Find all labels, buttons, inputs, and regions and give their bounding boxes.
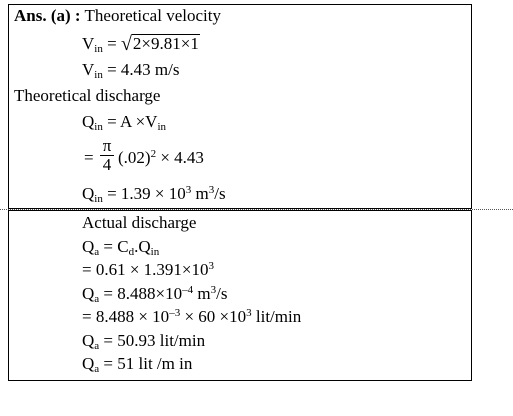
qa-unit-tail: /s (216, 284, 228, 303)
qa-conversion-exponent-2: 3 (246, 307, 252, 319)
qin-symbol: Q (82, 184, 95, 203)
qa-subscript: a (94, 246, 100, 258)
qa-final-value: = 51 lit /m in (103, 354, 193, 373)
answer-heading-text: Theoretical velocity (84, 6, 221, 25)
qa-equation: = C (103, 237, 129, 256)
qa-subscript: a (94, 340, 100, 352)
qa-conversion-exponent: –3 (169, 307, 181, 319)
qa-substitution-line: = 0.61 × 1.391×103 (82, 260, 214, 280)
vin-result-value: = 4.43 m/s (107, 60, 180, 79)
qa-exponent: –4 (182, 284, 194, 296)
pi-expression: (.02)2 × 4.43 (118, 148, 204, 168)
equals-sign: = (107, 34, 117, 53)
pi-equals: = (84, 148, 94, 167)
qin-subscript: in (150, 246, 160, 258)
qa-symbol: Q (82, 237, 95, 256)
qa-conversion-line: = 8.488 × 10–3 × 60 ×103 lit/min (82, 307, 301, 327)
qa-result-line: Qa = 8.488×10–4 m3/s (82, 284, 228, 305)
pi-numerator: π (102, 136, 112, 155)
qa-conversion-unit: lit/min (255, 307, 302, 326)
sqrt-radicand: 2×9.81×1 (131, 34, 200, 53)
answer-label: Ans. (a) : (14, 6, 81, 25)
vin-symbol: V (82, 60, 95, 79)
sqrt-expression: √2×9.81×1 (120, 33, 200, 55)
divider-line (0, 209, 513, 210)
qa-unit-exponent: 3 (210, 284, 217, 296)
qa-conversion: = 8.488 × 10 (82, 307, 170, 326)
qin-formula-line: Qin = A ×Vin (82, 112, 167, 133)
qa-equation-tail: .Q (134, 237, 151, 256)
actual-discharge-heading: Actual discharge (82, 213, 197, 232)
qa-substitution: = 0.61 × 1.391×10 (82, 260, 209, 279)
qa-symbol: Q (82, 354, 95, 373)
qin-exponent: 3 (185, 184, 192, 196)
pi-base: (.02) (118, 148, 151, 167)
qin-equation: = A ×V (107, 112, 158, 131)
vin-subscript: in (94, 69, 103, 81)
qa-lit-line: Qa = 50.93 lit/min (82, 331, 206, 352)
qin-unit-exponent: 3 (208, 184, 215, 196)
cd-subscript: d (128, 246, 135, 258)
qa-substitution-exponent: 3 (208, 260, 215, 272)
vin-formula-line: Vin = √2×9.81×1 (82, 33, 200, 55)
qa-subscript: a (94, 363, 100, 375)
vin-result-line: Vin = 4.43 m/s (82, 60, 180, 81)
answer-box (8, 4, 472, 209)
qin-unit: m (195, 184, 209, 203)
qa-symbol: Q (82, 284, 95, 303)
pi-tail: × 4.43 (160, 148, 204, 167)
vin-subscript: in (94, 43, 103, 55)
qin-value: = 1.39 × 10 (107, 184, 186, 203)
qin-symbol: Q (82, 112, 95, 131)
qa-conversion-mid: × 60 ×10 (184, 307, 247, 326)
qin-subscript: in (94, 193, 103, 205)
vin-subscript: in (157, 121, 167, 133)
qa-final-line: Qa = 51 lit /m in (82, 354, 193, 375)
qa-symbol: Q (82, 331, 95, 350)
pi-denominator: 4 (102, 155, 112, 174)
qa-formula-line: Qa = Cd.Qin (82, 237, 160, 258)
actual-discharge-box (8, 210, 472, 381)
pi-over-four-fraction: π 4 (97, 137, 117, 174)
qin-result-line: Qin = 1.39 × 103 m3/s (82, 184, 226, 205)
qa-subscript: a (94, 293, 100, 305)
answer-heading-line: Ans. (a) : Theoretical velocity (14, 6, 221, 26)
qin-subscript: in (94, 121, 103, 133)
qin-unit-tail: /s (214, 184, 226, 203)
qa-unit: m (197, 284, 211, 303)
qa-lit-value: = 50.93 lit/min (103, 331, 206, 350)
vin-symbol: V (82, 34, 95, 53)
discharge-heading: Theoretical discharge (14, 86, 161, 105)
pi-exponent: 2 (150, 148, 157, 160)
qa-value: = 8.488×10 (103, 284, 183, 303)
